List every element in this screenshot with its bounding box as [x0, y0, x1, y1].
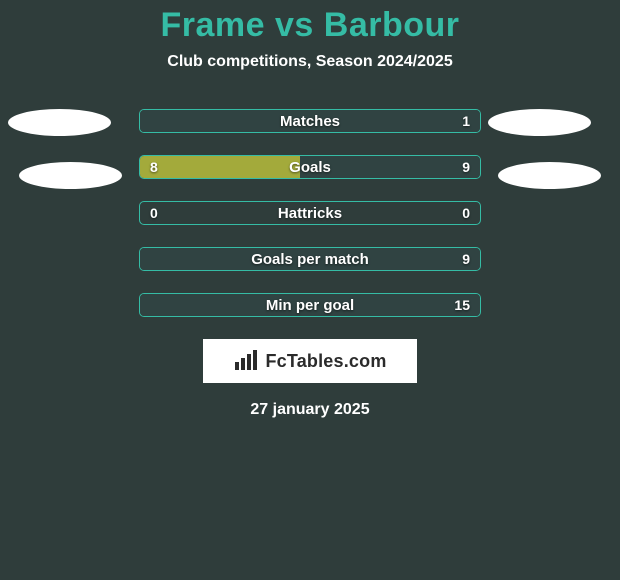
stat-fill-right	[140, 294, 480, 316]
date-text: 27 january 2025	[0, 401, 620, 419]
player-left-ellipse-1	[8, 109, 111, 136]
stat-row: 9Goals per match	[139, 247, 481, 271]
stat-value-right: 0	[462, 202, 470, 224]
stat-fill-right	[140, 110, 480, 132]
player-left-ellipse-2	[19, 162, 122, 189]
player-right-ellipse-2	[498, 162, 601, 189]
stat-fill-right	[140, 248, 480, 270]
brand-bars-icon	[233, 350, 259, 372]
bars-container: 1Matches 89Goals 0 0Hattricks 9Goals per mat…	[0, 109, 620, 317]
page: Frame vs Barbour Club competitions, Seas…	[0, 0, 620, 580]
stat-fill-right	[300, 156, 480, 178]
stat-row: 0 0Hattricks	[139, 201, 481, 225]
brand-badge: FcTables.com	[203, 339, 417, 383]
stat-row: 89Goals	[139, 155, 481, 179]
stat-value-left: 0	[150, 202, 158, 224]
comparison-chart: 1Matches 89Goals 0 0Hattricks 9Goals per mat…	[0, 109, 620, 383]
stat-fill-left	[140, 156, 300, 178]
player-right-ellipse-1	[488, 109, 591, 136]
page-title: Frame vs Barbour	[0, 0, 620, 45]
subtitle: Club competitions, Season 2024/2025	[0, 53, 620, 71]
stat-row: 1Matches	[139, 109, 481, 133]
brand-text: FcTables.com	[265, 351, 386, 372]
stat-row: 15Min per goal	[139, 293, 481, 317]
stat-label: Hattricks	[140, 202, 480, 224]
